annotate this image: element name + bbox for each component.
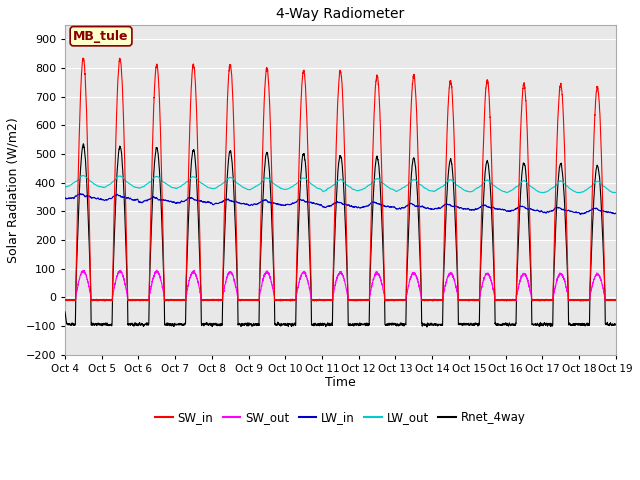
SW_in xyxy=(495,298,503,303)
Y-axis label: Solar Radiation (W/m2): Solar Radiation (W/m2) xyxy=(7,117,20,263)
LW_out xyxy=(495,186,503,192)
SW_in xyxy=(161,288,168,293)
SW_in xyxy=(611,298,619,303)
Line: SW_in: SW_in xyxy=(65,58,616,301)
SW_in xyxy=(434,297,442,303)
Rnet_4way xyxy=(423,324,431,330)
SW_out xyxy=(611,297,619,303)
Rnet_4way xyxy=(464,322,472,327)
SW_out xyxy=(320,298,328,303)
LW_out xyxy=(539,190,547,196)
Rnet_4way xyxy=(434,323,442,329)
SW_out xyxy=(160,293,168,299)
Line: SW_out: SW_out xyxy=(65,270,616,301)
Rnet_4way xyxy=(160,286,168,292)
SW_in xyxy=(101,298,109,304)
SW_out xyxy=(464,297,472,302)
Line: Rnet_4way: Rnet_4way xyxy=(65,144,616,327)
X-axis label: Time: Time xyxy=(325,376,356,389)
LW_in xyxy=(76,191,84,197)
SW_out xyxy=(433,297,441,302)
LW_out xyxy=(79,172,87,178)
Rnet_4way xyxy=(612,321,620,327)
Rnet_4way xyxy=(79,141,87,147)
Title: 4-Way Radiometer: 4-Way Radiometer xyxy=(276,7,404,21)
LW_out xyxy=(433,187,441,192)
SW_in xyxy=(61,297,69,303)
LW_out xyxy=(612,190,620,195)
Legend: SW_in, SW_out, LW_in, LW_out, Rnet_4way: SW_in, SW_out, LW_in, LW_out, Rnet_4way xyxy=(150,407,531,429)
LW_out xyxy=(160,180,168,185)
LW_in xyxy=(320,204,328,210)
SW_out xyxy=(503,298,511,304)
SW_out xyxy=(61,298,69,303)
Rnet_4way xyxy=(495,322,503,328)
LW_out xyxy=(320,189,328,194)
LW_in xyxy=(464,206,472,212)
LW_out xyxy=(611,190,619,195)
LW_in xyxy=(495,206,503,212)
Line: LW_out: LW_out xyxy=(65,175,616,193)
Text: MB_tule: MB_tule xyxy=(74,30,129,43)
LW_out xyxy=(464,189,472,194)
SW_out xyxy=(152,267,160,273)
SW_in xyxy=(464,297,472,303)
SW_out xyxy=(495,298,503,303)
Rnet_4way xyxy=(320,321,328,327)
LW_in xyxy=(577,211,584,217)
LW_out xyxy=(61,184,69,190)
SW_in xyxy=(79,55,87,61)
SW_in xyxy=(612,297,620,303)
Rnet_4way xyxy=(611,322,619,328)
Rnet_4way xyxy=(61,309,69,315)
LW_in xyxy=(612,210,620,216)
SW_out xyxy=(612,298,620,303)
Line: LW_in: LW_in xyxy=(65,194,616,214)
SW_in xyxy=(320,298,328,303)
LW_in xyxy=(433,206,441,212)
LW_in xyxy=(611,210,619,216)
LW_in xyxy=(61,195,69,201)
LW_in xyxy=(160,197,168,203)
